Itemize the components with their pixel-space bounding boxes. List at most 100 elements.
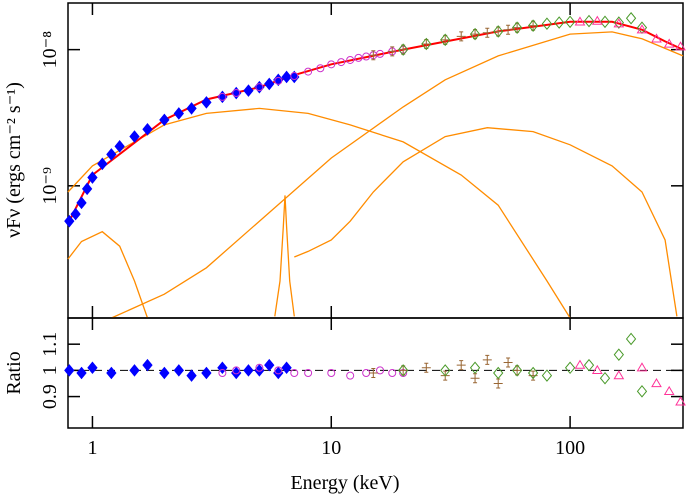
data-point [346,371,355,380]
data-point [255,83,264,92]
data-point [599,15,611,29]
data-point [232,366,241,375]
data-point [274,366,283,375]
data-point [346,55,355,64]
data-point [159,113,170,127]
data-point [290,72,299,81]
data-point [76,196,87,210]
data-point [232,89,241,98]
data-point [281,70,292,84]
data-point [493,25,504,38]
data-point [482,354,492,365]
data-point [574,359,586,369]
data-point [327,60,336,69]
y-tick-label: 1 [39,365,61,375]
data-point [243,84,254,97]
data-point [574,16,586,26]
data-point [368,368,378,378]
data-point [81,182,93,196]
model-line [68,20,684,222]
data-point [106,366,117,380]
y-axis-label: Ratio [3,351,25,394]
data-point [469,27,481,41]
data-point [599,371,611,385]
data-point [159,366,170,380]
model-line [274,195,295,317]
data-point [218,92,227,101]
data-point [528,20,538,31]
x-tick-label: 10 [321,437,341,459]
data-point [482,27,492,38]
data-point [456,31,466,42]
data-point [97,157,108,171]
data-point [398,365,408,376]
data-point [512,22,522,33]
data-point [663,385,675,395]
data-point [527,366,539,380]
model-line [67,230,149,319]
data-point [142,358,153,372]
y-tick-label: 0.9 [39,384,61,409]
data-point [512,365,522,376]
data-point [564,361,576,375]
data-point [186,102,197,115]
data-point [186,369,197,382]
data-point [636,24,648,34]
plot-frame [67,2,684,319]
data-point [564,15,576,29]
model-line [67,107,571,319]
data-point [274,76,283,85]
data-point [527,19,539,32]
data-point [583,358,595,372]
data-point [541,17,553,31]
data-point [651,33,662,43]
data-point [201,366,212,380]
data-point [421,37,432,51]
data-point [76,366,87,380]
data-point [651,377,662,388]
data-point [354,53,363,62]
data-point [675,41,686,51]
data-point [255,363,264,372]
data-point [304,369,313,377]
data-point [421,362,431,373]
y-axis-label: νFν (ergs cm⁻² s⁻¹) [3,82,25,238]
data-point [87,171,98,184]
data-point [129,130,140,143]
model-line [294,127,678,317]
data-point [440,34,450,45]
x-tick-label: 100 [555,437,585,459]
data-point [173,364,184,377]
x-tick-label: 1 [87,437,97,459]
data-point [87,361,98,375]
data-point [503,357,513,368]
data-point [469,361,481,375]
data-point [264,358,275,372]
data-point [201,96,212,109]
data-point [625,332,637,346]
data-point [368,50,378,61]
data-point [636,362,648,372]
data-point [142,123,153,136]
data-point [264,77,275,91]
data-point [493,366,504,380]
data-point [316,64,325,73]
data-point [636,385,648,398]
data-point [376,49,385,58]
y-tick-label: 10⁻⁹ [39,167,61,205]
data-point [591,15,603,25]
data-point [493,378,503,389]
data-point [273,73,284,87]
data-point [541,369,553,382]
y-tick-label: 1.1 [39,332,61,357]
data-point [290,369,299,377]
data-point [398,364,409,377]
data-point [511,364,523,377]
data-point [440,364,451,377]
data-point [243,364,254,377]
data-point [511,21,523,34]
data-point [421,38,431,49]
data-point [613,348,624,361]
data-point [173,107,184,120]
